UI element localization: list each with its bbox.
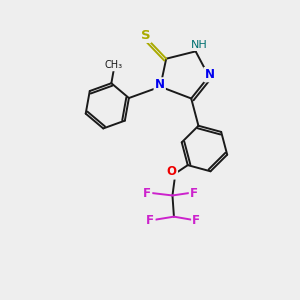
Text: N: N bbox=[205, 68, 214, 81]
Text: F: F bbox=[143, 187, 151, 200]
Text: O: O bbox=[167, 165, 177, 178]
Text: NH: NH bbox=[191, 40, 208, 50]
Text: F: F bbox=[192, 214, 200, 227]
Text: F: F bbox=[190, 187, 198, 200]
Text: S: S bbox=[141, 29, 150, 42]
Text: CH₃: CH₃ bbox=[104, 60, 122, 70]
Text: F: F bbox=[146, 214, 154, 227]
Text: N: N bbox=[155, 78, 165, 92]
